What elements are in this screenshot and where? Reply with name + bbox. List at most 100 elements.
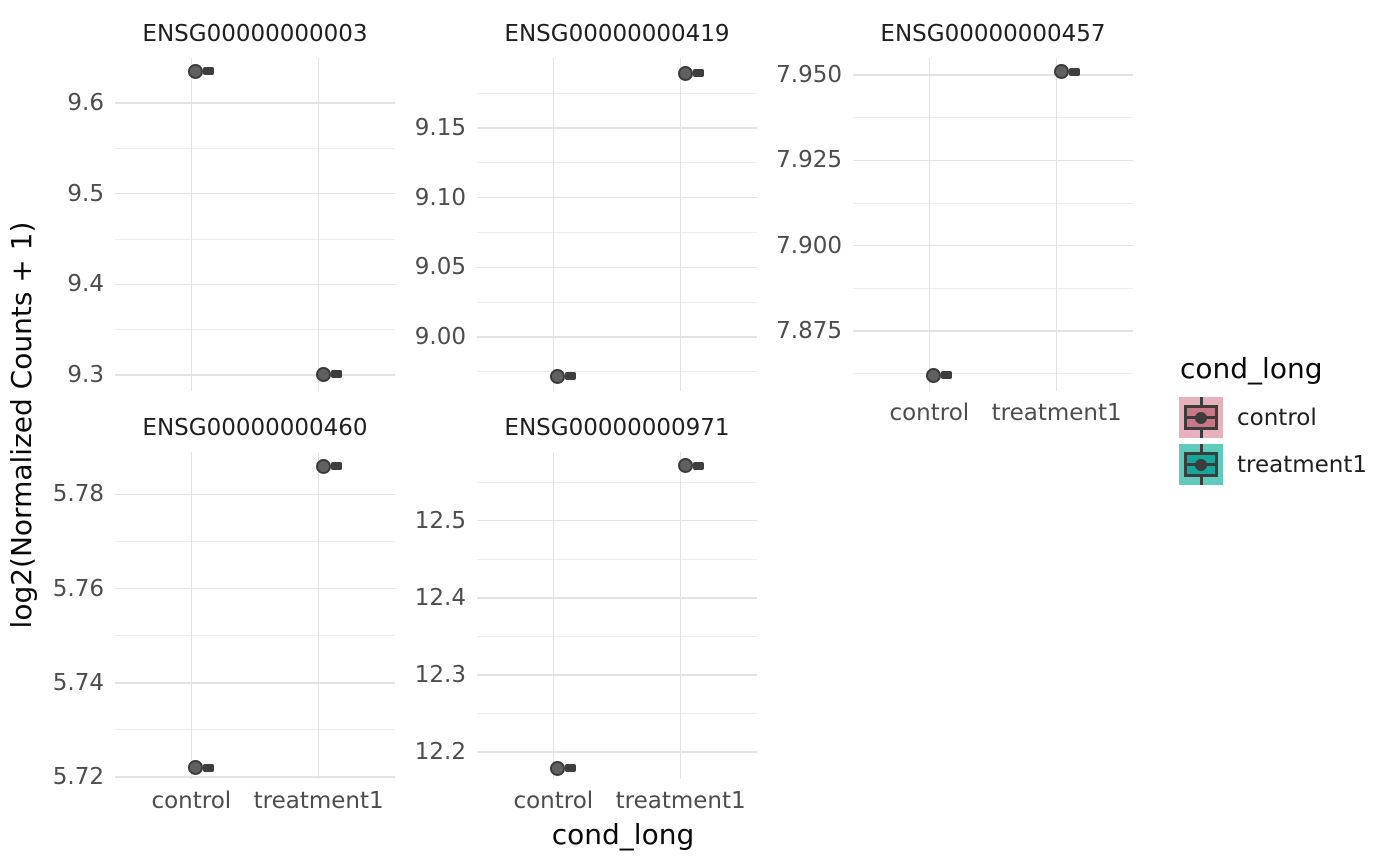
legend-label-treatment1: treatment1 [1237, 451, 1368, 478]
grid-x-line [317, 58, 320, 391]
x-axis-title: cond_long [551, 818, 695, 851]
boxplot-box-ENSG00000000419-treatment1 [692, 69, 704, 78]
grid-minor-line [115, 147, 395, 149]
boxplot-box-ENSG00000000457-control [941, 371, 953, 380]
grid-minor-line [477, 162, 757, 164]
grid-x-line [679, 58, 682, 391]
data-point-ENSG00000000971-treatment1 [677, 458, 693, 474]
grid-major-line [115, 283, 395, 286]
boxplot-glyph-icon [1179, 444, 1223, 485]
boxplot-box-ENSG00000000971-control [565, 764, 577, 773]
grid-major-line [477, 127, 757, 129]
grid-x-line [1055, 58, 1058, 391]
grid-minor-line [115, 729, 395, 731]
y-tick-label: 9.5 [67, 180, 104, 207]
data-point-ENSG00000000457-control [926, 367, 942, 383]
y-tick-label: 9.15 [414, 114, 466, 141]
grid-major-line [115, 493, 395, 496]
grid-major-line [115, 374, 395, 376]
grid-minor-line [477, 558, 757, 560]
grid-major-line [477, 751, 757, 753]
grid-x-line [552, 58, 555, 391]
grid-major-line [115, 102, 395, 104]
data-point-ENSG00000000460-treatment1 [315, 458, 331, 474]
grid-x-line [317, 452, 320, 779]
grid-minor-line [115, 541, 395, 543]
data-point-ENSG00000000003-treatment1 [315, 366, 331, 382]
y-tick-label: 5.72 [52, 764, 104, 791]
legend-title: cond_long [1180, 352, 1323, 385]
grid-x-line [928, 58, 931, 391]
grid-major-line [853, 330, 1133, 332]
grid-minor-line [115, 238, 395, 240]
x-tick-label: control [151, 788, 232, 814]
boxplot-box-ENSG00000000003-control [203, 67, 215, 76]
grid-major-line [115, 682, 395, 684]
grid-minor-line [477, 635, 757, 637]
grid-major-line [477, 266, 757, 269]
y-tick-label: 12.4 [414, 584, 466, 611]
grid-minor-line [477, 481, 757, 483]
grid-x-line [552, 452, 555, 779]
y-tick-label: 12.3 [414, 661, 466, 688]
grid-major-line [853, 244, 1133, 247]
y-tick-label: 9.10 [414, 184, 466, 211]
data-point-ENSG00000000460-control [188, 760, 204, 776]
grid-major-line [853, 74, 1133, 76]
legend: cond_long control treatment1 [1179, 352, 1399, 491]
facet-title: ENSG00000000460 [142, 415, 368, 441]
boxplot-glyph-icon [1179, 397, 1223, 438]
boxplot-box-ENSG00000000971-treatment1 [692, 461, 704, 470]
y-tick-label: 12.2 [414, 739, 466, 765]
boxplot-box-ENSG00000000419-control [565, 372, 577, 381]
grid-major-line [477, 336, 757, 338]
y-tick-label: 7.950 [776, 62, 842, 89]
y-tick-label: 9.05 [414, 254, 466, 281]
y-tick-label: 7.900 [776, 232, 842, 259]
grid-major-line [477, 519, 757, 522]
facet-title: ENSG00000000419 [504, 21, 730, 47]
data-point-ENSG00000000419-control [550, 368, 566, 384]
data-point-ENSG00000000971-control [550, 760, 566, 776]
boxplot-box-ENSG00000000460-treatment1 [330, 462, 342, 471]
grid-minor-line [477, 371, 757, 373]
grid-minor-line [477, 231, 757, 233]
y-tick-label: 5.78 [52, 481, 104, 508]
data-point-ENSG00000000003-control [188, 63, 204, 79]
grid-major-line [853, 159, 1133, 162]
grid-major-line [477, 196, 757, 199]
grid-major-line [477, 597, 757, 599]
grid-minor-line [477, 301, 757, 303]
boxplot-box-ENSG00000000003-treatment1 [330, 370, 342, 379]
x-tick-label: treatment1 [253, 788, 384, 814]
facet-title: ENSG00000000003 [142, 21, 368, 47]
x-tick-label: treatment1 [991, 400, 1122, 426]
y-tick-label: 9.6 [67, 90, 104, 117]
y-tick-label: 9.4 [67, 271, 104, 298]
legend-label-control: control [1237, 404, 1317, 431]
boxplot-box-ENSG00000000460-control [203, 763, 215, 772]
grid-x-line [190, 58, 193, 391]
data-point-ENSG00000000457-treatment1 [1053, 64, 1069, 80]
y-tick-label: 5.74 [52, 669, 104, 696]
grid-minor-line [853, 373, 1133, 375]
grid-minor-line [853, 202, 1133, 204]
facet-title: ENSG00000000457 [880, 21, 1106, 47]
grid-minor-line [115, 329, 395, 331]
x-tick-label: control [513, 788, 594, 814]
grid-major-line [115, 192, 395, 195]
grid-minor-line [853, 287, 1133, 289]
grid-x-line [190, 452, 193, 779]
y-tick-label: 9.3 [67, 361, 104, 388]
grid-minor-line [115, 635, 395, 637]
data-point-ENSG00000000419-treatment1 [677, 65, 693, 81]
legend-entry-control: control [1179, 397, 1399, 438]
y-tick-label: 7.925 [776, 147, 842, 174]
y-tick-label: 12.5 [414, 507, 466, 534]
y-tick-label: 5.76 [52, 575, 104, 602]
grid-major-line [477, 674, 757, 676]
x-tick-label: treatment1 [615, 788, 746, 814]
y-tick-label: 9.00 [414, 324, 466, 351]
facet-title: ENSG00000000971 [504, 415, 730, 441]
